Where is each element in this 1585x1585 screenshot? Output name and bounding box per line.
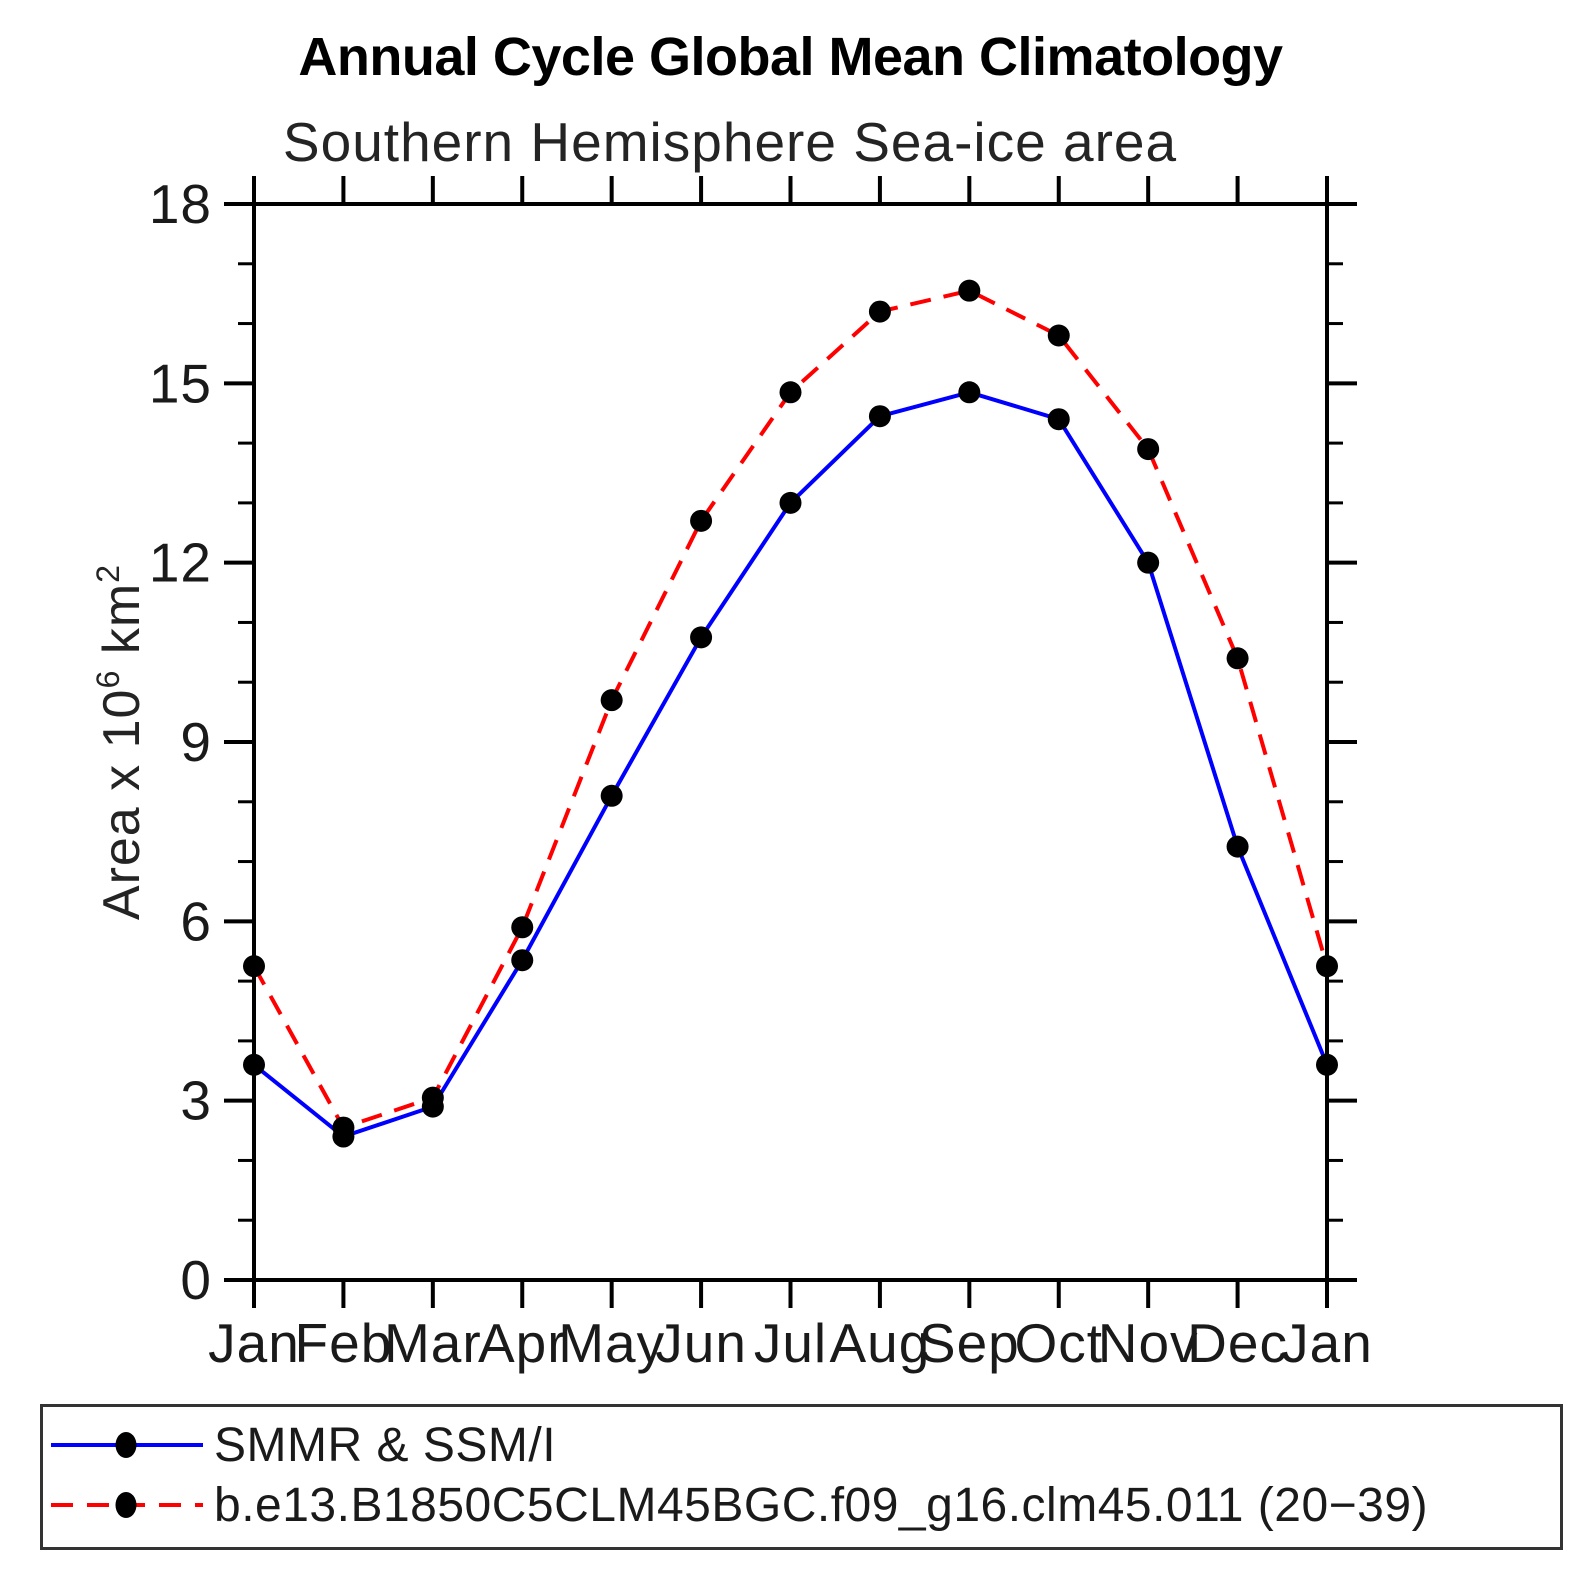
data-point-1-sep-8 xyxy=(958,279,981,302)
x-tick-label: Mar xyxy=(384,1312,482,1374)
legend-marker-dot xyxy=(115,1432,137,1458)
x-tick-label: Jun xyxy=(655,1312,747,1374)
data-point-1-dec-11 xyxy=(1226,647,1249,670)
data-point-1-feb-1 xyxy=(332,1116,355,1139)
chart-title: Annual Cycle Global Mean Climatology xyxy=(298,27,1283,87)
x-tick-label: Dec xyxy=(1187,1312,1288,1374)
x-tick-label: Nov xyxy=(1098,1312,1199,1374)
x-tick-label: May xyxy=(558,1312,665,1374)
data-point-0-oct-9 xyxy=(1047,408,1070,431)
data-point-0-jan-12 xyxy=(1316,1053,1338,1076)
x-tick-label: Oct xyxy=(1014,1312,1103,1374)
data-point-1-may-4 xyxy=(600,689,623,712)
data-point-1-jan-0 xyxy=(243,955,265,978)
data-point-1-jun-5 xyxy=(690,509,713,532)
legend-item-model: b.e13.B1850C5CLM45BGC.f09_g16.clm45.011 … xyxy=(48,1475,1556,1535)
data-point-0-aug-7 xyxy=(868,405,891,428)
plot-box xyxy=(252,202,1329,1282)
data-point-1-jan-12 xyxy=(1316,955,1338,978)
data-point-0-jun-5 xyxy=(690,626,713,649)
data-point-0-jul-6 xyxy=(779,491,802,514)
legend-label-smmr: SMMR & SSM/I xyxy=(214,1418,557,1472)
x-tick-label: Feb xyxy=(295,1312,393,1374)
data-point-0-jan-0 xyxy=(243,1053,265,1076)
data-point-0-may-4 xyxy=(600,784,623,807)
data-point-0-apr-3 xyxy=(511,949,534,972)
data-point-0-nov-10 xyxy=(1137,551,1160,574)
y-tick-label: 18 xyxy=(149,173,212,235)
legend-sample-model xyxy=(51,1492,203,1518)
x-tick-label: Jul xyxy=(754,1312,827,1374)
data-point-1-nov-10 xyxy=(1137,438,1160,461)
legend-item-smmr: SMMR & SSM/I xyxy=(48,1415,1556,1475)
legend-label-model: b.e13.B1850C5CLM45BGC.f09_g16.clm45.011 … xyxy=(214,1478,1429,1532)
legend-sample-smmr xyxy=(51,1432,203,1458)
y-tick-label: 9 xyxy=(180,711,212,773)
x-tick-label: Apr xyxy=(478,1312,567,1374)
x-tick-label: Jan xyxy=(1281,1312,1373,1374)
y-tick-label: 6 xyxy=(180,890,212,952)
chart-subtitle: Southern Hemisphere Sea-ice area xyxy=(282,111,1178,173)
series-line-1 xyxy=(252,288,1329,1130)
data-point-1-mar-2 xyxy=(421,1086,444,1109)
y-tick-label: 3 xyxy=(180,1070,212,1132)
x-tick-label: Sep xyxy=(919,1312,1020,1374)
x-tick-label: Jan xyxy=(208,1312,300,1374)
data-point-0-dec-11 xyxy=(1226,835,1249,858)
x-tick-label: Aug xyxy=(829,1312,930,1374)
data-point-0-sep-8 xyxy=(958,381,981,404)
y-tick-label: 0 xyxy=(180,1249,212,1311)
data-point-1-oct-9 xyxy=(1047,324,1070,347)
legend-marker-dot xyxy=(115,1492,137,1518)
data-point-1-jul-6 xyxy=(779,381,802,404)
y-tick-label: 15 xyxy=(149,352,212,414)
y-tick-label: 12 xyxy=(149,532,212,594)
data-point-1-apr-3 xyxy=(511,916,534,939)
data-point-1-aug-7 xyxy=(868,300,891,323)
legend-box: SMMR & SSM/I b.e13.B1850C5CLM45BGC.f09_g… xyxy=(40,1404,1563,1550)
